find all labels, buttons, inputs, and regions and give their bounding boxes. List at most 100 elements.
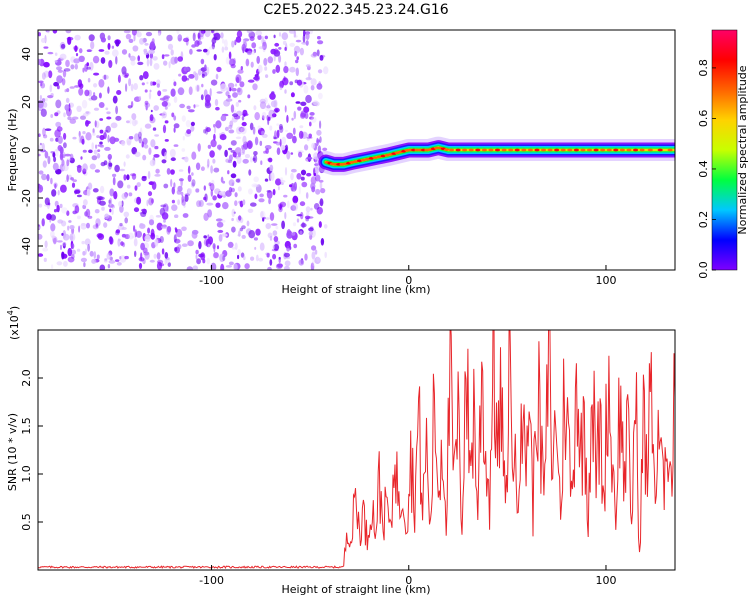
spectrogram-noise-cell bbox=[136, 196, 142, 205]
spectrogram-noise-cell bbox=[181, 115, 186, 122]
spectrogram-noise-cell bbox=[208, 46, 215, 50]
spectrogram-noise-cell bbox=[50, 114, 54, 118]
spectrogram-noise-cell bbox=[212, 252, 220, 259]
spectrogram-noise-cell bbox=[164, 151, 168, 160]
spectrogram-noise-cell bbox=[69, 86, 75, 89]
spectrogram-noise-cell bbox=[159, 263, 165, 267]
spectrogram-noise-cell bbox=[40, 82, 43, 87]
spectrogram-noise-cell bbox=[98, 92, 102, 99]
spectrogram-noise-cell bbox=[264, 66, 268, 71]
spectrogram-noise-cell bbox=[197, 69, 202, 76]
spectrogram-noise-cell bbox=[163, 95, 170, 99]
spectrogram-noise-cell bbox=[259, 101, 267, 110]
spectrogram-noise-cell bbox=[236, 30, 243, 38]
spectrogram-noise-cell bbox=[198, 199, 204, 208]
spectrogram-ridge-peak bbox=[380, 154, 386, 158]
spectrogram-noise-cell bbox=[52, 152, 56, 158]
spectrogram-noise-cell bbox=[272, 69, 276, 74]
spectrogram-noise-cell bbox=[318, 221, 322, 228]
spectrogram-noise-cell bbox=[105, 125, 111, 133]
spectrogram-noise-cell bbox=[174, 56, 178, 64]
spectrogram-ridge-peak bbox=[527, 148, 534, 152]
spectrogram-noise-cell bbox=[100, 57, 106, 64]
spectrogram-noise-cell bbox=[60, 244, 62, 251]
spectrogram-noise-cell bbox=[255, 228, 261, 236]
spectrogram-noise-cell bbox=[41, 38, 46, 43]
spectrogram-noise-cell bbox=[98, 79, 105, 88]
spectrogram-noise-cell bbox=[228, 129, 235, 134]
spectrogram-noise-cell bbox=[82, 251, 86, 256]
spectrogram-noise-cell bbox=[210, 79, 218, 86]
spectrogram-noise-cell bbox=[156, 222, 163, 231]
spectrogram-ridge-peak bbox=[626, 148, 632, 152]
spectrogram-noise-cell bbox=[206, 66, 210, 75]
spectrogram-noise-cell bbox=[246, 50, 252, 56]
spectrogram-noise-cell bbox=[147, 170, 151, 180]
spectrogram-noise-cell bbox=[54, 60, 58, 63]
spectrogram-noise-cell bbox=[164, 252, 169, 259]
spectrogram-noise-cell bbox=[107, 153, 113, 160]
spectrogram-noise-cell bbox=[207, 144, 212, 149]
spectrogram-noise-cell bbox=[254, 193, 258, 200]
spectrogram-noise-cell bbox=[161, 111, 167, 119]
spectrogram-noise-cell bbox=[253, 237, 258, 241]
spectrogram-noise-cell bbox=[123, 161, 126, 167]
spectrogram-noise-cell bbox=[112, 176, 116, 186]
spectrogram-noise-cell bbox=[215, 120, 222, 129]
spectrogram-noise-cell bbox=[173, 126, 176, 133]
spectrogram-noise-cell bbox=[166, 168, 171, 175]
spectrogram-noise-cell bbox=[212, 195, 217, 201]
spectrogram-noise-cell bbox=[193, 104, 196, 109]
spectrogram-noise-cell bbox=[244, 154, 251, 159]
spectrogram-noise-cell bbox=[121, 233, 127, 238]
spectrogram-noise-cell bbox=[258, 257, 264, 262]
spectrogram-noise-cell bbox=[237, 87, 241, 93]
spectrogram-noise-cell bbox=[74, 45, 78, 52]
spectrogram-noise-cell bbox=[303, 84, 309, 94]
spectrogram-noise-cell bbox=[79, 83, 84, 89]
spectrogram-noise-cell bbox=[83, 262, 86, 268]
spectrogram-noise-cell bbox=[310, 53, 318, 58]
spectrogram-noise-cell bbox=[134, 120, 139, 125]
spectrogram-noise-cell bbox=[86, 222, 90, 229]
spectrogram-noise-cell bbox=[134, 250, 137, 257]
spectrogram-ridge-peak bbox=[481, 148, 487, 152]
spectrogram-noise-cell bbox=[235, 101, 239, 108]
spectrogram-noise-cell bbox=[45, 97, 48, 102]
spectrogram-noise-cell bbox=[191, 151, 197, 160]
spectrogram-noise-cell bbox=[241, 121, 247, 127]
spectrogram-noise-cell bbox=[69, 153, 74, 161]
spectrogram-noise-cell bbox=[62, 164, 69, 172]
spectrogram-noise-cell bbox=[163, 219, 166, 223]
spectrogram-noise-cell bbox=[161, 159, 167, 164]
spectrogram-ridge-peak bbox=[501, 148, 507, 152]
spectrogram-noise-cell bbox=[305, 206, 311, 213]
spectrogram-noise-cell bbox=[259, 242, 265, 251]
spectrogram-noise-cell bbox=[171, 204, 178, 211]
spectrogram-noise-cell bbox=[269, 164, 274, 172]
spectrogram-noise-cell bbox=[234, 192, 238, 198]
spectrogram-ridge-peak bbox=[657, 148, 663, 152]
spectrogram-noise-cell bbox=[261, 111, 267, 119]
spectrogram-noise-cell bbox=[268, 157, 273, 163]
colorbar-tick-label: 0.6 bbox=[697, 110, 710, 128]
spectrogram-noise-cell bbox=[54, 149, 59, 152]
spectrogram-noise-cell bbox=[203, 129, 207, 134]
spectrogram-noise-cell bbox=[130, 83, 134, 92]
spectrogram-noise-cell bbox=[111, 45, 115, 49]
spectrogram-noise-cell bbox=[284, 89, 287, 94]
spectrogram-noise-cell bbox=[238, 215, 242, 221]
spectrogram-noise-cell bbox=[152, 56, 158, 61]
spectrogram-noise-cell bbox=[200, 58, 205, 65]
spectrogram-noise-cell bbox=[159, 236, 164, 243]
spectrogram-noise-cell bbox=[310, 85, 315, 91]
spectrogram-noise-cell bbox=[140, 252, 143, 261]
spectrogram-noise-cell bbox=[161, 225, 168, 229]
spectrogram-noise-cell bbox=[294, 50, 298, 57]
spectrogram-noise-cell bbox=[61, 159, 65, 167]
spectrogram-noise-cell bbox=[230, 173, 237, 179]
spectrogram-noise-cell bbox=[312, 100, 319, 105]
spectrogram-noise-cell bbox=[183, 66, 189, 72]
spectrogram-noise-cell bbox=[248, 188, 253, 195]
spectrogram-noise-cell bbox=[302, 34, 306, 43]
